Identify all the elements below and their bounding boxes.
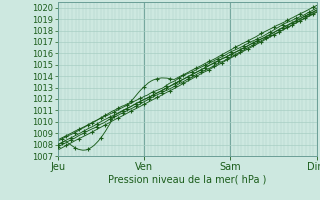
X-axis label: Pression niveau de la mer( hPa ): Pression niveau de la mer( hPa ): [108, 174, 266, 184]
